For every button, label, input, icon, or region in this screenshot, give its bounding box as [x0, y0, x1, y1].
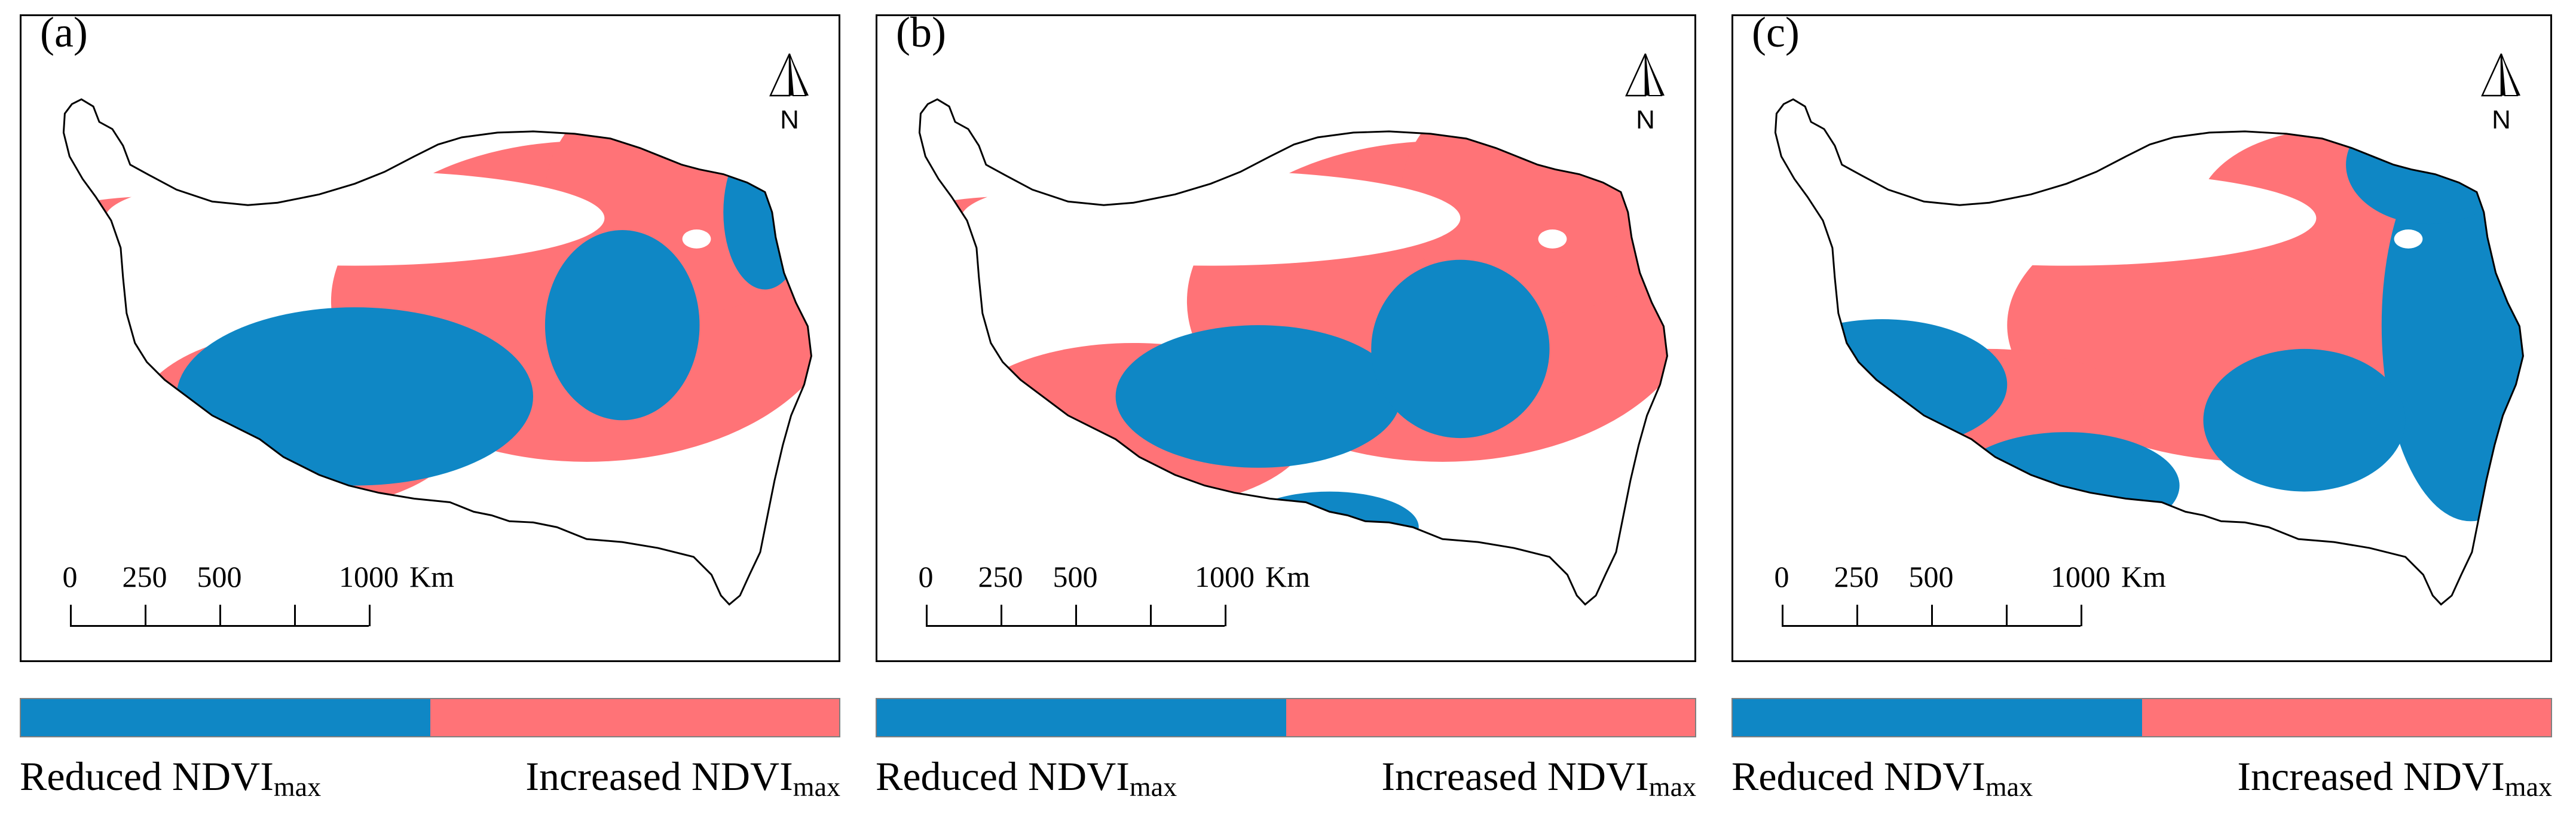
scale-tick-label: 500 — [1053, 560, 1098, 593]
scale-tick — [2006, 605, 2008, 626]
scale-tick — [1225, 605, 1226, 626]
scale-tick-label: 250 — [978, 560, 1023, 593]
north-label: N — [1636, 105, 1655, 131]
scale-tick-label: 1000 — [2051, 560, 2110, 593]
scale-bar: 0 250 500 1000 Km — [44, 560, 454, 645]
scale-tick-label: 500 — [1908, 560, 1954, 593]
scale-unit: Km — [1265, 560, 1310, 593]
legend-color-bar — [876, 698, 1696, 737]
region-boundary — [918, 98, 1668, 606]
panel-c: (c) N 0 250 500 1000 Km Reduced NDVImax … — [1731, 0, 2556, 830]
panel-label: (c) — [1752, 8, 1800, 56]
region-boundary — [62, 98, 812, 606]
scale-tick — [1782, 605, 1783, 626]
map-frame — [1731, 14, 2552, 662]
north-arrow-icon: N — [769, 53, 809, 131]
legend-label-reduced: Reduced NDVImax — [1731, 754, 2033, 802]
ndvi-change-map — [918, 98, 1668, 606]
scale-tick — [219, 605, 221, 626]
panel-label: (b) — [896, 8, 946, 56]
legend-color-bar — [1731, 698, 2552, 737]
scale-tick — [1075, 605, 1077, 626]
legend-swatch-reduced — [21, 699, 430, 736]
reduced-area — [544, 230, 700, 421]
ndvi-change-map — [62, 98, 812, 606]
north-label: N — [780, 105, 799, 131]
scale-tick-label: 0 — [62, 560, 78, 593]
scale-unit: Km — [2121, 560, 2166, 593]
reduced-area — [176, 307, 534, 486]
legend-swatch-reduced — [1733, 699, 2142, 736]
scale-tick-label: 0 — [1774, 560, 1789, 593]
scale-tick — [70, 605, 72, 626]
scale-tick-label: 250 — [122, 560, 167, 593]
scale-tick — [2081, 605, 2082, 626]
scale-tick-label: 250 — [1834, 560, 1879, 593]
north-label: N — [2492, 105, 2511, 131]
scale-tick-label: 0 — [918, 560, 934, 593]
legend-label-increased: Increased NDVImax — [2237, 754, 2552, 802]
reduced-area — [1240, 491, 1419, 563]
north-arrow-icon: N — [2481, 53, 2520, 131]
scale-unit: Km — [409, 560, 454, 593]
reduced-area — [1115, 325, 1401, 468]
legend-label-reduced: Reduced NDVImax — [20, 754, 322, 802]
map-frame — [876, 14, 1696, 662]
scale-tick-label: 1000 — [339, 560, 399, 593]
reduced-area — [1371, 259, 1550, 439]
scale-tick — [369, 605, 371, 626]
legend-swatch-increased — [2141, 699, 2551, 736]
reduced-area — [1953, 432, 2180, 540]
scale-tick — [1001, 605, 1002, 626]
legend-label-increased: Increased NDVImax — [1381, 754, 1696, 802]
scale-bar: 0 250 500 1000 Km — [1755, 560, 2166, 645]
panel-a: (a) N 0 250 500 1000 Km Reduced NDVImax … — [20, 0, 845, 830]
scale-tick — [1931, 605, 1933, 626]
legend-swatch-increased — [430, 699, 839, 736]
legend-label-reduced: Reduced NDVImax — [876, 754, 1177, 802]
scale-tick — [926, 605, 928, 626]
legend-label-increased: Increased NDVImax — [525, 754, 840, 802]
scale-tick — [1856, 605, 1858, 626]
panel-b: (b) N 0 250 500 1000 Km Reduced NDVImax … — [876, 0, 1700, 830]
scale-tick — [294, 605, 296, 626]
scale-tick-label: 500 — [197, 560, 242, 593]
panel-label: (a) — [40, 8, 88, 56]
legend-color-bar — [20, 698, 840, 737]
scale-bar: 0 250 500 1000 Km — [900, 560, 1310, 645]
north-arrow-icon: N — [1625, 53, 1665, 131]
legend-swatch-increased — [1286, 699, 1695, 736]
region-boundary — [1774, 98, 2524, 606]
scale-tick — [145, 605, 146, 626]
legend-swatch-reduced — [877, 699, 1286, 736]
reduced-area — [723, 134, 807, 290]
scale-tick — [1150, 605, 1152, 626]
scale-tick-label: 1000 — [1195, 560, 1255, 593]
map-frame — [20, 14, 840, 662]
ndvi-change-map — [1774, 98, 2524, 606]
reduced-area — [2203, 348, 2406, 492]
